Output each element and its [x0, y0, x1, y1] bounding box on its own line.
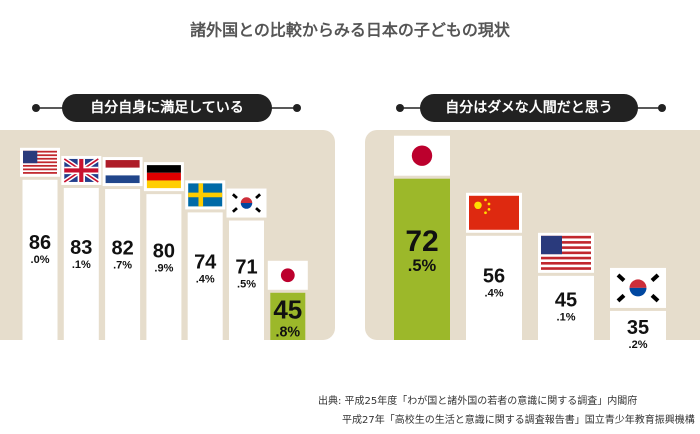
bar — [466, 235, 522, 340]
source: 平成27年「高校生の生活と意識に関する調査報告書」国立青少年教育振興機構 — [342, 413, 695, 426]
value-label: 45.8% — [273, 295, 302, 341]
flag-part — [23, 172, 57, 174]
flag — [143, 162, 184, 192]
flag-part — [23, 150, 57, 153]
bar — [105, 189, 141, 340]
flag-part — [23, 154, 57, 157]
flag-part — [146, 172, 181, 181]
value-label: 72.5% — [405, 225, 438, 275]
flag-part — [484, 211, 487, 215]
value-label: 86.0% — [29, 232, 51, 266]
bar — [146, 194, 182, 340]
pill: 自分はダメな人間だと思う — [396, 94, 666, 122]
value-label: 45.1% — [555, 290, 577, 324]
value-label: 82.7% — [111, 238, 133, 272]
value-label: 71.5% — [235, 257, 257, 291]
flag-part — [23, 157, 57, 160]
flag-part — [255, 207, 262, 213]
pill: 自分自身に満足している — [32, 94, 301, 122]
flag — [394, 135, 450, 176]
flag-part — [146, 180, 181, 189]
flag-part — [280, 268, 295, 283]
bar — [63, 187, 99, 340]
flag-part — [23, 161, 57, 164]
value-label: 74.4% — [194, 252, 217, 286]
flag-part — [487, 202, 491, 206]
page-title: 諸外国との比較からみる日本の子どもの現状 — [190, 21, 511, 40]
flag-part — [629, 279, 647, 288]
flag-part — [484, 198, 487, 202]
bar — [610, 310, 666, 340]
flag-part — [541, 251, 591, 255]
flag-part — [105, 167, 140, 176]
flag-part — [188, 183, 223, 207]
flag-part — [240, 197, 253, 204]
flag-part — [650, 293, 660, 303]
flag — [466, 192, 522, 233]
flag — [538, 232, 594, 273]
value-label: 80.9% — [153, 241, 175, 275]
chart-title: 自分はダメな人間だと思う — [445, 99, 613, 116]
flag-part — [474, 201, 482, 210]
flag-part — [105, 160, 140, 168]
flag-part — [487, 208, 491, 211]
flag — [267, 260, 308, 290]
flag-part — [146, 165, 181, 173]
flag — [102, 157, 143, 187]
flag-part — [616, 293, 626, 303]
bar — [394, 178, 450, 340]
flag-part — [231, 193, 238, 200]
flag-part — [541, 246, 591, 249]
flag-part — [231, 207, 238, 213]
bar — [187, 212, 223, 340]
source: 出典: 平成25年度「わが国と諸外国の若者の意識に関する調査」内閣府 — [318, 394, 637, 407]
flag-part — [616, 273, 626, 282]
flag — [185, 180, 226, 210]
bar — [229, 220, 264, 340]
value-label: 56.4% — [483, 266, 505, 300]
bar — [270, 292, 306, 340]
chart-title: 自分自身に満足している — [90, 99, 244, 116]
flag-part — [541, 261, 591, 265]
flag-part — [629, 287, 647, 297]
flag-part — [23, 168, 57, 171]
flag-part — [541, 267, 591, 270]
flag — [226, 188, 267, 218]
bar — [22, 179, 58, 340]
flag-part — [411, 145, 433, 166]
flag — [61, 155, 102, 185]
flag-part — [240, 203, 253, 209]
flag-part — [255, 193, 262, 200]
flag-part — [650, 273, 660, 282]
flag-part — [541, 256, 591, 260]
flag-part — [64, 158, 99, 182]
flag-part — [23, 164, 57, 167]
flag-part — [469, 195, 519, 230]
flag-part — [541, 235, 591, 239]
value-label: 35.2% — [627, 317, 649, 351]
flag-part — [541, 241, 591, 244]
value-label: 83.1% — [70, 237, 92, 271]
flag — [20, 147, 60, 177]
flag-part — [541, 235, 562, 255]
bar — [538, 275, 594, 340]
flag-part — [105, 175, 140, 184]
flag — [610, 267, 666, 308]
flag-part — [23, 150, 38, 164]
